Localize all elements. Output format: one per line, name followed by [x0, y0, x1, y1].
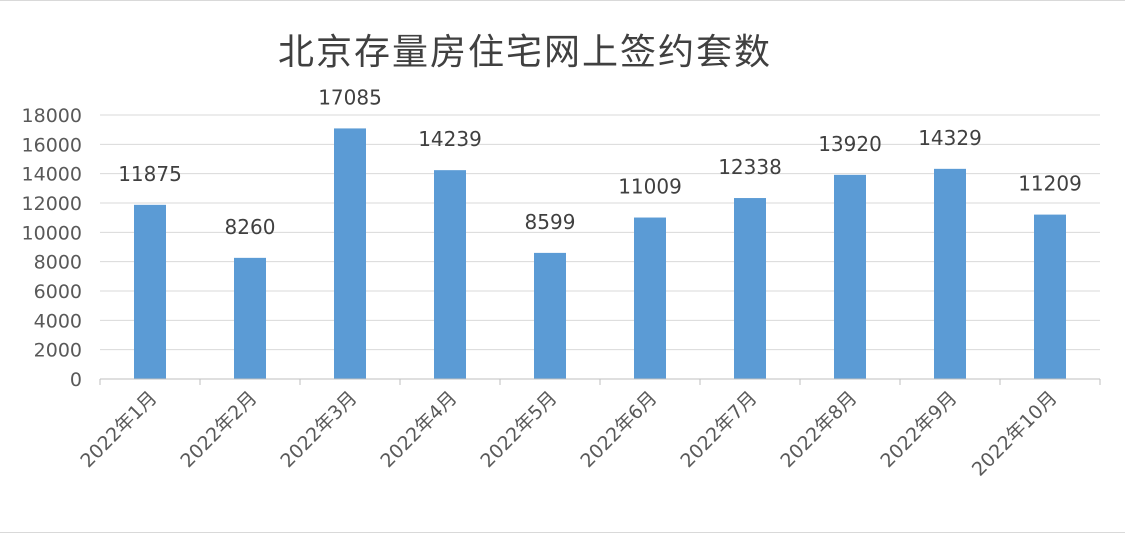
- data-label: 14329: [918, 126, 982, 150]
- data-label: 11209: [1018, 172, 1082, 196]
- bar: [734, 198, 766, 379]
- x-tick-label: 2022年9月: [876, 387, 961, 472]
- bar: [334, 128, 366, 379]
- data-label: 11875: [118, 162, 182, 186]
- y-tick-label: 8000: [34, 252, 82, 274]
- data-label: 17085: [318, 85, 382, 109]
- data-label: 14239: [418, 127, 482, 151]
- x-tick-label: 2022年10月: [968, 387, 1062, 481]
- y-tick-label: 10000: [22, 222, 82, 244]
- chart-title: 北京存量房住宅网上签约套数: [277, 32, 772, 73]
- bar: [434, 170, 466, 379]
- y-tick-label: 14000: [22, 164, 82, 186]
- data-label: 12338: [718, 155, 782, 179]
- bar: [234, 257, 266, 379]
- data-label: 8260: [225, 215, 276, 239]
- y-tick-label: 4000: [34, 310, 82, 332]
- x-tick-label: 2022年4月: [376, 387, 461, 472]
- y-tick-label: 0: [70, 369, 82, 391]
- y-tick-label: 12000: [22, 193, 82, 215]
- x-tick-label: 2022年8月: [776, 387, 861, 472]
- bar: [834, 174, 866, 379]
- x-tick-label: 2022年6月: [576, 387, 661, 472]
- x-tick-label: 2022年5月: [476, 387, 561, 472]
- bar: [634, 217, 666, 379]
- data-label: 11009: [618, 175, 682, 199]
- data-labels: 11875 8260 17085 14239 8599 11009 12338 13920 14…: [118, 85, 1082, 238]
- y-tick-label: 6000: [34, 281, 82, 303]
- x-tick-label: 2022年1月: [76, 387, 161, 472]
- data-label: 13920: [818, 132, 882, 156]
- y-tick-label: 18000: [22, 105, 82, 127]
- bar: [134, 204, 166, 379]
- bar: [534, 252, 566, 379]
- y-tick-label: 16000: [22, 134, 82, 156]
- bars: [134, 128, 1066, 379]
- gridlines: [100, 114, 1100, 351]
- x-tick-label: 2022年2月: [176, 387, 261, 472]
- bar: [934, 168, 966, 379]
- bar: [1034, 214, 1066, 379]
- data-label: 8599: [525, 210, 576, 234]
- x-tick-label: 2022年3月: [276, 387, 361, 472]
- x-tick-label: 2022年7月: [676, 387, 761, 472]
- y-tick-label: 2000: [34, 340, 82, 362]
